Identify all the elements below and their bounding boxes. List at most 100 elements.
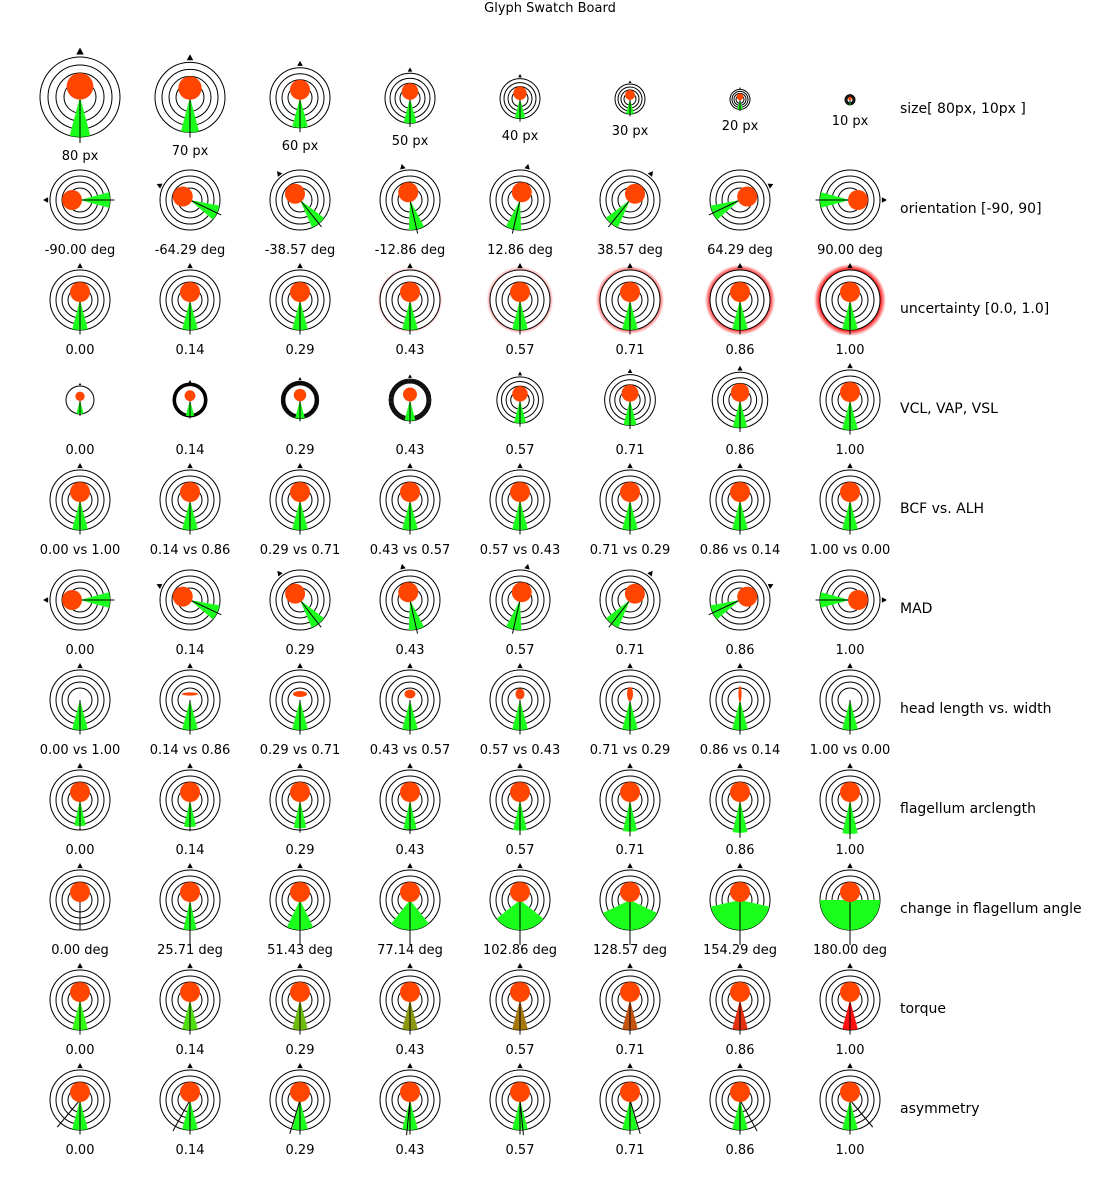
head [510,482,530,502]
glyph [43,569,115,631]
direction-pointer [187,863,193,869]
asymmetry-line [406,1099,411,1136]
glyph [599,863,661,945]
glyph-caption: 0.43 [396,443,425,458]
glyph [499,73,541,122]
glyph [819,863,881,945]
glyph-caption: 0.43 [396,643,425,658]
glyph [377,263,443,335]
head [840,282,860,302]
glyph [384,67,436,127]
head [510,1082,530,1102]
head [621,384,639,402]
head [182,692,198,696]
glyph [595,263,665,335]
head [620,282,640,302]
direction-pointer [297,263,303,269]
direction-pointer [881,597,887,603]
glyph-caption: 0.43 [396,843,425,858]
glyph [49,963,111,1035]
head [70,982,90,1002]
glyph-caption: 64.29 deg [707,243,773,258]
glyph-caption: 0.29 [286,843,315,858]
row-label: uncertainty [0.0, 1.0] [900,301,1049,317]
direction-pointer [627,963,633,969]
glyph-caption: 0.86 [726,843,755,858]
glyph [159,263,221,335]
head [70,282,90,302]
glyph-caption: 0.86 [726,643,755,658]
glyph [49,763,111,831]
head [400,882,420,902]
direction-pointer [517,663,523,669]
head [290,982,310,1002]
direction-pointer [188,379,192,383]
direction-pointer [77,763,83,769]
head [293,691,307,697]
glyph-caption: 0.00 [66,1143,95,1158]
glyph-caption: 0.29 vs 0.71 [260,743,341,758]
direction-pointer [77,863,83,869]
flagellum-line [608,599,631,628]
glyph [388,374,432,425]
head [400,482,420,502]
glyph-caption: 51.43 deg [267,943,333,958]
glyph-caption: 0.29 [286,643,315,658]
flagellum-wedge [190,600,220,620]
glyph [269,1063,331,1135]
direction-pointer [77,1063,83,1069]
flagellum-wedge [710,200,740,220]
glyph-caption: 0.86 vs 0.14 [700,743,781,758]
head [848,590,868,610]
glyph [709,863,771,945]
flagellum-line [409,199,419,234]
glyph-caption: 0.57 [506,643,535,658]
head [401,83,419,100]
glyph [489,763,551,836]
direction-pointer [156,583,163,589]
direction-pointer [628,80,632,84]
glyph-caption: 0.71 [616,1043,645,1058]
head [620,882,640,902]
glyph [709,663,771,735]
glyph [709,463,771,535]
glyph [39,47,121,143]
glyph [159,763,221,832]
glyph-caption: 0.14 [176,343,205,358]
glyph [708,569,774,631]
head [180,982,200,1002]
asymmetry-line [289,1099,301,1135]
direction-pointer [737,365,743,371]
flagellum-wedge [190,200,220,220]
glyph-row-size: 80 px 70 px 60 px 50 px 40 px 30 px 20 px 10 px… [39,47,1026,164]
glyph [65,382,95,417]
board-title: Glyph Swatch Board [484,1,616,16]
direction-pointer [187,763,193,769]
head [400,982,420,1002]
glyph-caption: 20 px [722,119,759,134]
direction-pointer [186,54,194,61]
glyph-caption: 128.57 deg [593,943,667,958]
head [840,1082,860,1102]
glyph [815,169,887,231]
flagellum-wedge [408,200,425,231]
head [730,782,750,802]
direction-pointer [187,963,193,969]
glyph-caption: 0.43 [396,343,425,358]
row-label: flagellum arclength [900,801,1036,817]
head [290,882,310,902]
direction-pointer [517,1063,523,1069]
glyph [159,863,221,945]
glyph [49,663,111,735]
direction-pointer [407,663,413,669]
head [400,1082,420,1102]
glyph-caption: 1.00 vs 0.00 [810,543,891,558]
glyph-caption: 0.71 [616,643,645,658]
direction-pointer [847,663,853,669]
direction-pointer [647,570,653,577]
flagellum-line [708,199,741,216]
head [62,590,82,610]
glyph-caption: 60 px [282,139,319,154]
head [290,1082,310,1102]
glyph [49,263,111,335]
